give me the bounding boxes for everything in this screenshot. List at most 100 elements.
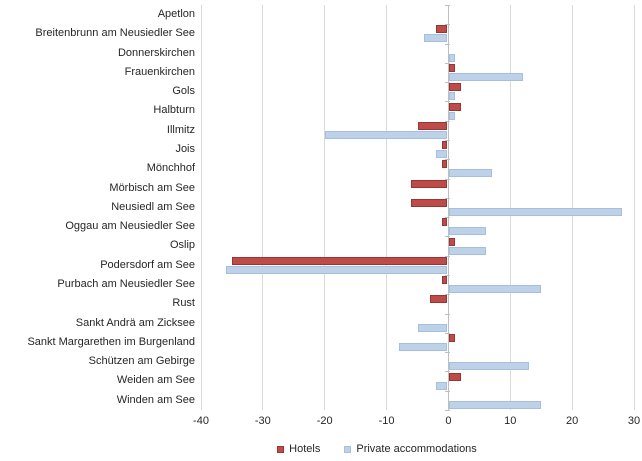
bar-private-accommodations	[449, 246, 486, 255]
category-axis-tick	[445, 197, 451, 199]
category-label: Halbturn	[153, 104, 195, 117]
category-label: Sankt Andrä am Zicksee	[75, 316, 195, 329]
bar-private-accommodations	[436, 381, 448, 390]
x-tick-label: -40	[193, 415, 209, 427]
bar-private-accommodations	[449, 208, 622, 216]
bar-private-accommodations	[449, 285, 542, 294]
bar-private-accommodations	[449, 53, 455, 62]
zero-axis-line	[447, 5, 449, 410]
bar-private-accommodations	[449, 362, 529, 371]
bar-private-accommodations	[398, 343, 448, 351]
bar-hotels	[449, 334, 455, 342]
category-label: Oslip	[169, 239, 195, 252]
category-label: Apetlon	[157, 8, 195, 20]
category-axis-tick	[445, 120, 451, 122]
category-label: Purbach am Neusiedler See	[57, 278, 195, 290]
bar-hotels	[449, 83, 461, 92]
bar-private-accommodations	[324, 130, 448, 139]
category-label: Podersdorf am See	[100, 258, 195, 271]
category-axis-tick	[445, 178, 451, 180]
category-label: Breitenbrunn am Neusiedler See	[35, 27, 195, 40]
bar-hotels	[449, 372, 461, 381]
x-tick-label: 0	[445, 415, 452, 427]
category-axis-tick	[445, 217, 451, 219]
bar-private-accommodations	[449, 111, 455, 120]
gridline	[571, 5, 573, 410]
gridline	[324, 5, 326, 410]
category-axis-tick	[445, 5, 451, 6]
bar-private-accommodations	[423, 34, 448, 43]
bar-hotels	[411, 179, 448, 188]
bar-hotels	[436, 25, 448, 34]
bar-hotels	[442, 276, 448, 285]
category-axis-tick	[445, 275, 451, 276]
bar-private-accommodations	[225, 265, 448, 274]
x-tick-label: -30	[254, 415, 271, 427]
category-axis-tick	[445, 371, 451, 373]
category-label: Gols	[172, 85, 195, 98]
bar-hotels	[429, 295, 448, 304]
category-axis-tick	[445, 332, 451, 334]
category-label: Schützen am Gebirge	[88, 355, 195, 368]
category-axis-tick	[445, 62, 451, 64]
gridline	[386, 5, 388, 410]
category-label: Mönchhof	[146, 162, 195, 175]
category-label: Oggau am Neusiedler See	[65, 220, 195, 233]
category-axis-tick	[445, 313, 451, 315]
category-label: Jois	[175, 143, 195, 155]
bar-hotels	[442, 218, 448, 227]
private-accommodations-legend-swatch	[344, 445, 352, 453]
x-tick-label: -10	[378, 415, 395, 427]
bar-private-accommodations	[449, 73, 523, 81]
gridline	[200, 5, 202, 410]
category-label: Mörbisch am See	[109, 181, 195, 194]
hotels-legend-swatch	[277, 445, 285, 453]
category-axis-tick	[445, 101, 451, 103]
category-label: Illmitz	[166, 123, 195, 136]
bar-private-accommodations	[449, 169, 492, 178]
bar-private-accommodations	[436, 150, 448, 159]
bar-hotels	[449, 237, 455, 246]
x-tick-label: 30	[627, 415, 641, 427]
category-axis-tick	[445, 236, 451, 238]
bar-private-accommodations	[449, 227, 486, 236]
category-label: Rust	[172, 297, 195, 310]
category-label: Sankt Margarethen im Burgenland	[27, 335, 195, 348]
legend-label: Hotels	[289, 443, 321, 455]
bar-private-accommodations	[449, 92, 455, 101]
category-axis-tick	[445, 24, 451, 26]
category-axis-tick	[445, 43, 451, 45]
category-label: Donnerskirchen	[117, 46, 195, 59]
category-label: Winden am See	[116, 393, 195, 406]
bar-private-accommodations	[417, 323, 448, 332]
legend-item: Hotels	[277, 443, 320, 455]
bar-hotels	[442, 141, 448, 150]
gridline	[262, 5, 264, 410]
legend-item: Private accommodations	[344, 443, 477, 455]
category-axis-tick	[445, 82, 451, 84]
category-axis-tick	[445, 159, 451, 161]
category-axis-tick	[445, 390, 451, 392]
bar-hotels	[231, 256, 448, 265]
bar-hotels	[449, 64, 455, 72]
x-tick-label: 20	[566, 415, 579, 427]
legend: Hotels Private accommodations	[112, 441, 642, 457]
category-axis-tick	[445, 255, 451, 257]
category-axis-tick	[445, 294, 451, 296]
bar-private-accommodations	[449, 400, 542, 409]
gridline	[633, 5, 635, 410]
x-tick-label: 10	[504, 415, 517, 427]
category-axis-tick	[445, 140, 451, 141]
bar-hotels	[442, 160, 448, 169]
category-axis-tick	[445, 410, 451, 411]
bar-hotels	[417, 121, 448, 130]
gridline	[509, 5, 511, 410]
category-label: Frauenkirchen	[124, 65, 195, 78]
category-axis-tick	[445, 352, 451, 354]
bar-hotels	[411, 199, 448, 207]
legend-label: Private accommodations	[356, 443, 477, 455]
x-tick-label: -20	[316, 415, 333, 427]
category-label: Neusiedl am See	[111, 200, 195, 213]
bar-hotels	[449, 102, 461, 111]
